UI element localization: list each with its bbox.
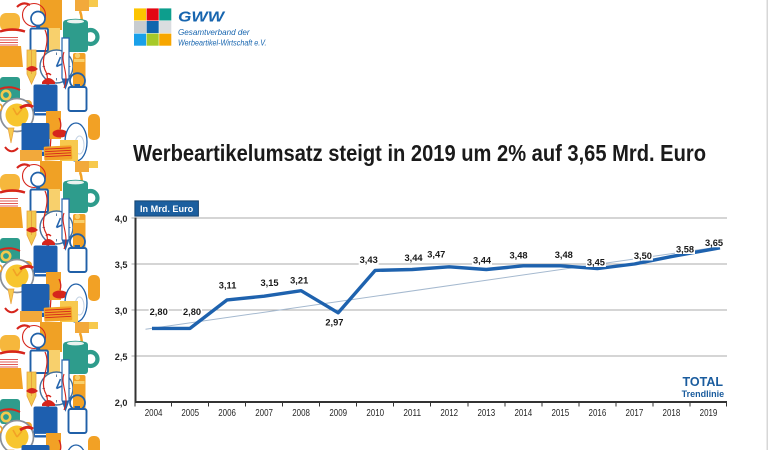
svg-text:2016: 2016 (589, 407, 607, 419)
svg-text:2004: 2004 (145, 407, 163, 419)
svg-text:3,21: 3,21 (290, 276, 308, 286)
svg-text:2013: 2013 (477, 407, 495, 419)
svg-text:3,47: 3,47 (427, 249, 445, 259)
svg-text:2011: 2011 (403, 407, 421, 419)
svg-text:3,48: 3,48 (555, 250, 573, 260)
svg-text:2006: 2006 (218, 407, 236, 419)
svg-text:Werbeartikelumsatz steigt in 2: Werbeartikelumsatz steigt in 2019 um 2% … (133, 140, 706, 166)
svg-text:GWW: GWW (178, 9, 226, 26)
svg-text:2017: 2017 (626, 407, 644, 419)
svg-text:4,0: 4,0 (115, 214, 128, 224)
svg-text:3,11: 3,11 (219, 281, 237, 291)
svg-text:2005: 2005 (181, 407, 199, 419)
svg-text:2,5: 2,5 (115, 352, 128, 362)
svg-text:Werbeartikel-Wirtschaft e.V.: Werbeartikel-Wirtschaft e.V. (178, 38, 267, 48)
svg-text:3,5: 3,5 (115, 260, 128, 270)
svg-text:3,44: 3,44 (473, 256, 492, 266)
svg-text:In Mrd. Euro: In Mrd. Euro (140, 204, 194, 214)
svg-text:3,48: 3,48 (509, 251, 527, 261)
svg-text:2,97: 2,97 (325, 317, 343, 327)
svg-text:TOTAL: TOTAL (682, 375, 723, 389)
svg-text:3,58: 3,58 (676, 245, 694, 255)
svg-text:3,50: 3,50 (634, 251, 652, 261)
svg-text:3,0: 3,0 (115, 306, 128, 316)
svg-text:3,15: 3,15 (260, 278, 278, 288)
svg-text:3,44: 3,44 (404, 253, 423, 263)
svg-text:Trendlinie: Trendlinie (682, 389, 725, 399)
svg-text:2,80: 2,80 (150, 307, 168, 317)
svg-text:2010: 2010 (366, 407, 384, 419)
svg-text:2009: 2009 (329, 407, 347, 419)
svg-text:2,80: 2,80 (183, 307, 201, 317)
svg-text:2014: 2014 (514, 407, 532, 419)
svg-text:3,65: 3,65 (705, 238, 723, 248)
svg-text:2007: 2007 (255, 407, 273, 419)
svg-text:2008: 2008 (292, 407, 310, 419)
svg-text:2,0: 2,0 (115, 398, 128, 408)
svg-text:2019: 2019 (700, 407, 718, 419)
svg-text:Gesamtverband der: Gesamtverband der (178, 28, 250, 37)
svg-text:2015: 2015 (551, 407, 569, 419)
svg-text:3,43: 3,43 (360, 255, 378, 265)
svg-text:2018: 2018 (663, 407, 681, 419)
svg-text:3,45: 3,45 (587, 258, 605, 268)
svg-text:2012: 2012 (440, 407, 458, 419)
